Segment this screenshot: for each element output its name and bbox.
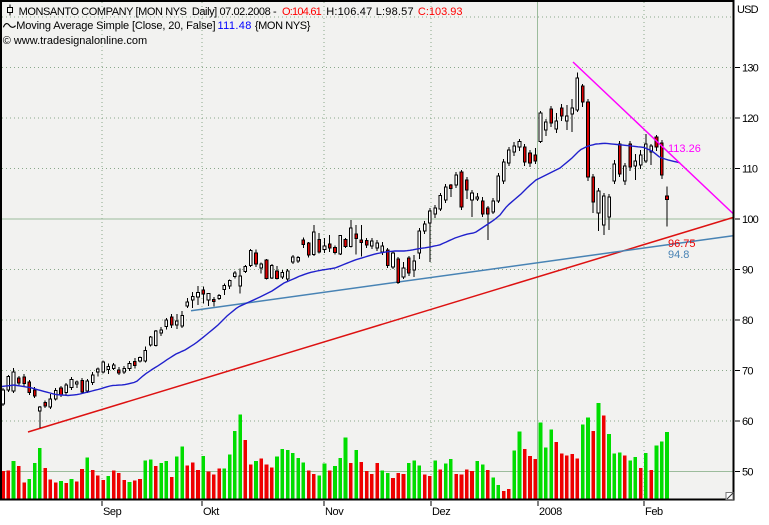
- svg-text:Sep: Sep: [103, 506, 122, 518]
- svg-text:96.75: 96.75: [668, 238, 696, 250]
- svg-text:100: 100: [742, 214, 759, 226]
- svg-text:USD: USD: [737, 4, 759, 16]
- svg-text:94.8: 94.8: [668, 249, 689, 261]
- svg-text:80: 80: [742, 315, 753, 327]
- svg-text:Feb: Feb: [645, 506, 663, 518]
- svg-text:113.26: 113.26: [668, 143, 701, 155]
- svg-text:60: 60: [742, 416, 753, 428]
- svg-text:© www.tradesignalonline.com: © www.tradesignalonline.com: [3, 35, 147, 47]
- svg-text:MONSANTO COMPANY [MON NYS Dai: MONSANTO COMPANY [MON NYS Daily] 07.02.2…: [19, 6, 463, 18]
- svg-text:70: 70: [742, 366, 753, 378]
- svg-text:110: 110: [742, 164, 758, 176]
- svg-text:120: 120: [742, 113, 759, 125]
- svg-text:2008: 2008: [539, 506, 562, 518]
- svg-text:Nov: Nov: [325, 506, 344, 518]
- svg-text:50: 50: [742, 467, 753, 479]
- svg-text:Okt: Okt: [203, 506, 219, 518]
- svg-text:90: 90: [742, 265, 753, 277]
- svg-text:130: 130: [742, 63, 759, 75]
- svg-text:Moving Average Simple [Close,: Moving Average Simple [Close, 20, False]…: [16, 20, 311, 32]
- svg-text:Dez: Dez: [432, 506, 450, 518]
